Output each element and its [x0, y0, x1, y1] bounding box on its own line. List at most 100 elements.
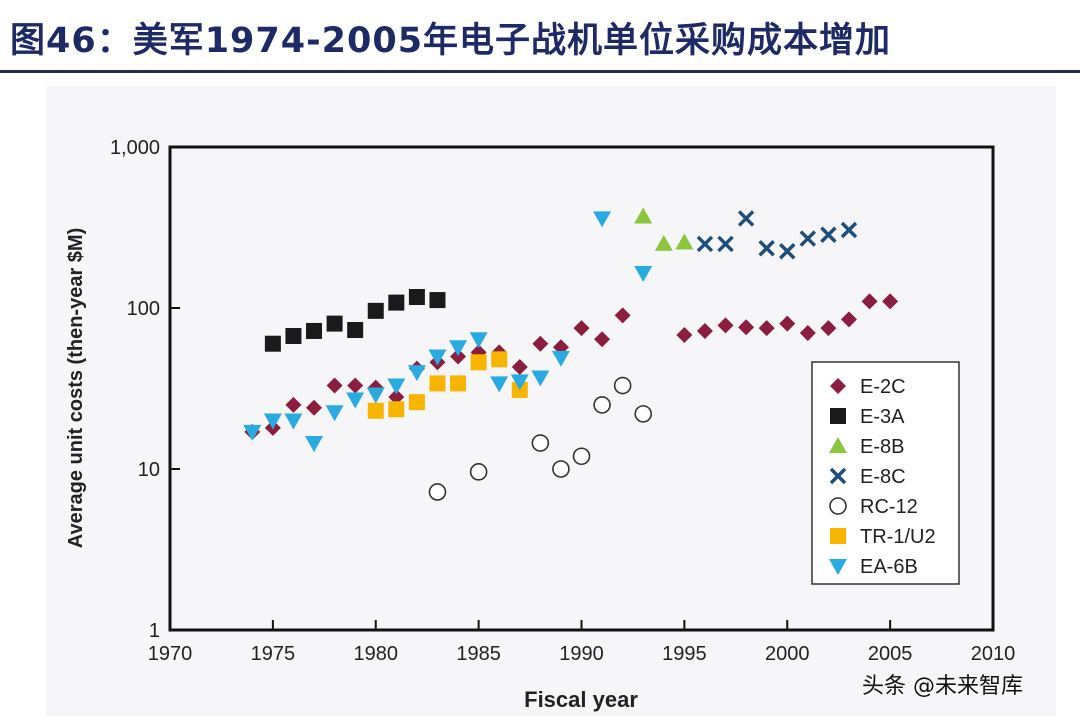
point-e-8c [717, 235, 734, 253]
point-tr-1-u2 [470, 354, 487, 371]
point-e-2c [511, 359, 528, 376]
x-tick-label: 1975 [251, 643, 296, 665]
point-ea-6b [305, 436, 324, 453]
point-ea-6b [449, 340, 468, 357]
legend-marker-ea-6b [829, 559, 847, 575]
x-tick-label: 1970 [148, 643, 193, 665]
point-e-8c [840, 221, 858, 239]
point-ea-6b [551, 350, 570, 367]
point-tr-1-u2 [429, 375, 446, 392]
legend-label-e-2c: E-2C [860, 376, 906, 398]
point-e-2c [450, 348, 467, 365]
legend-marker-e-8c [829, 467, 847, 485]
point-e-8b [675, 233, 694, 250]
point-rc-12 [552, 460, 570, 478]
point-e-2c [614, 307, 631, 324]
point-e-8b [634, 207, 653, 224]
point-e-2c [696, 322, 713, 339]
legend-label-e-8c: E-8C [860, 466, 906, 488]
point-e-2c [573, 320, 590, 337]
point-ea-6b [243, 424, 262, 441]
point-e-8c [737, 210, 755, 227]
point-ea-6b [469, 332, 488, 349]
point-ea-6b [634, 265, 653, 282]
point-rc-12 [593, 396, 611, 414]
point-rc-12 [613, 376, 632, 395]
point-e-2c [779, 315, 796, 332]
point-e-2c [882, 293, 899, 310]
y-tick-label: 10 [138, 459, 160, 481]
point-rc-12 [428, 483, 447, 501]
point-ea-6b [407, 365, 426, 382]
point-tr-1-u2 [367, 402, 384, 419]
x-tick-label: 1995 [662, 643, 707, 665]
point-rc-12 [469, 463, 488, 481]
point-e-3a [367, 302, 384, 319]
point-ea-6b [284, 413, 303, 430]
x-tick-label: 2010 [971, 643, 1016, 665]
point-tr-1-u2 [388, 401, 405, 418]
point-e-8b [654, 234, 673, 251]
x-tick-label: 2000 [765, 643, 810, 665]
point-e-2c [326, 377, 343, 394]
x-tick-label: 1990 [559, 643, 604, 665]
point-ea-6b [490, 376, 509, 393]
legend-marker-rc-12 [829, 497, 847, 515]
point-e-2c [861, 293, 878, 310]
legend-label-e-8b: E-8B [860, 436, 904, 458]
point-e-8c [779, 243, 796, 260]
point-e-2c [388, 389, 405, 406]
point-e-2c [594, 331, 611, 348]
x-tick-label: 1980 [354, 643, 399, 665]
point-e-3a [285, 328, 302, 345]
page-title: 图46：美军1974-2005年电子战机单位采购成本增加 [10, 21, 892, 61]
point-e-8c [799, 230, 817, 247]
point-e-2c [347, 377, 364, 394]
legend-marker-e-3a [830, 408, 846, 424]
point-e-2c [758, 320, 775, 337]
y-tick-label: 1 [149, 620, 160, 642]
point-e-8c [758, 240, 775, 257]
point-e-2c [717, 317, 734, 334]
point-ea-6b [366, 387, 385, 404]
legend-label-e-3a: E-3A [860, 406, 905, 428]
y-axis-label: Average unit costs (then-year $M) [65, 228, 87, 548]
point-e-2c [820, 320, 837, 337]
y-tick-label: 1,000 [110, 137, 160, 159]
point-tr-1-u2 [491, 351, 508, 368]
point-e-3a [408, 289, 425, 306]
y-tick-label: 100 [127, 298, 160, 320]
point-e-2c [799, 324, 816, 341]
legend-label-tr-1-u2: TR-1/U2 [860, 526, 936, 548]
x-tick-label: 1985 [456, 643, 501, 665]
point-ea-6b [263, 413, 282, 430]
point-ea-6b [387, 378, 406, 395]
point-ea-6b [346, 392, 365, 409]
point-e-3a [347, 322, 364, 339]
legend-marker-tr-1-u2 [830, 528, 846, 544]
point-rc-12 [634, 405, 653, 423]
point-e-2c [738, 319, 755, 336]
point-ea-6b [510, 374, 529, 391]
legend-marker-e-8b [829, 437, 847, 453]
watermark: 头条 @未来智库 [862, 668, 1023, 700]
legend-marker-e-2c [830, 378, 846, 394]
x-axis-label: Fiscal year [524, 687, 638, 712]
point-e-3a [264, 335, 281, 352]
point-e-8c [696, 235, 714, 253]
point-e-2c [306, 399, 323, 416]
point-rc-12 [572, 447, 591, 466]
point-ea-6b [325, 405, 344, 422]
point-e-3a [326, 315, 343, 332]
title-bar: 图46：美军1974-2005年电子战机单位采购成本增加 [0, 0, 1080, 73]
point-e-8c [820, 226, 837, 244]
point-e-2c [285, 396, 302, 413]
point-ea-6b [531, 370, 550, 387]
point-e-2c [840, 311, 857, 328]
point-rc-12 [531, 434, 550, 452]
legend-label-ea-6b: EA-6B [860, 556, 918, 578]
point-e-2c [532, 335, 549, 352]
legend: E-2C E-3A E-8B E-8C RC-12 TR-1/U2 EA-6B [811, 361, 960, 585]
point-tr-1-u2 [450, 375, 467, 392]
